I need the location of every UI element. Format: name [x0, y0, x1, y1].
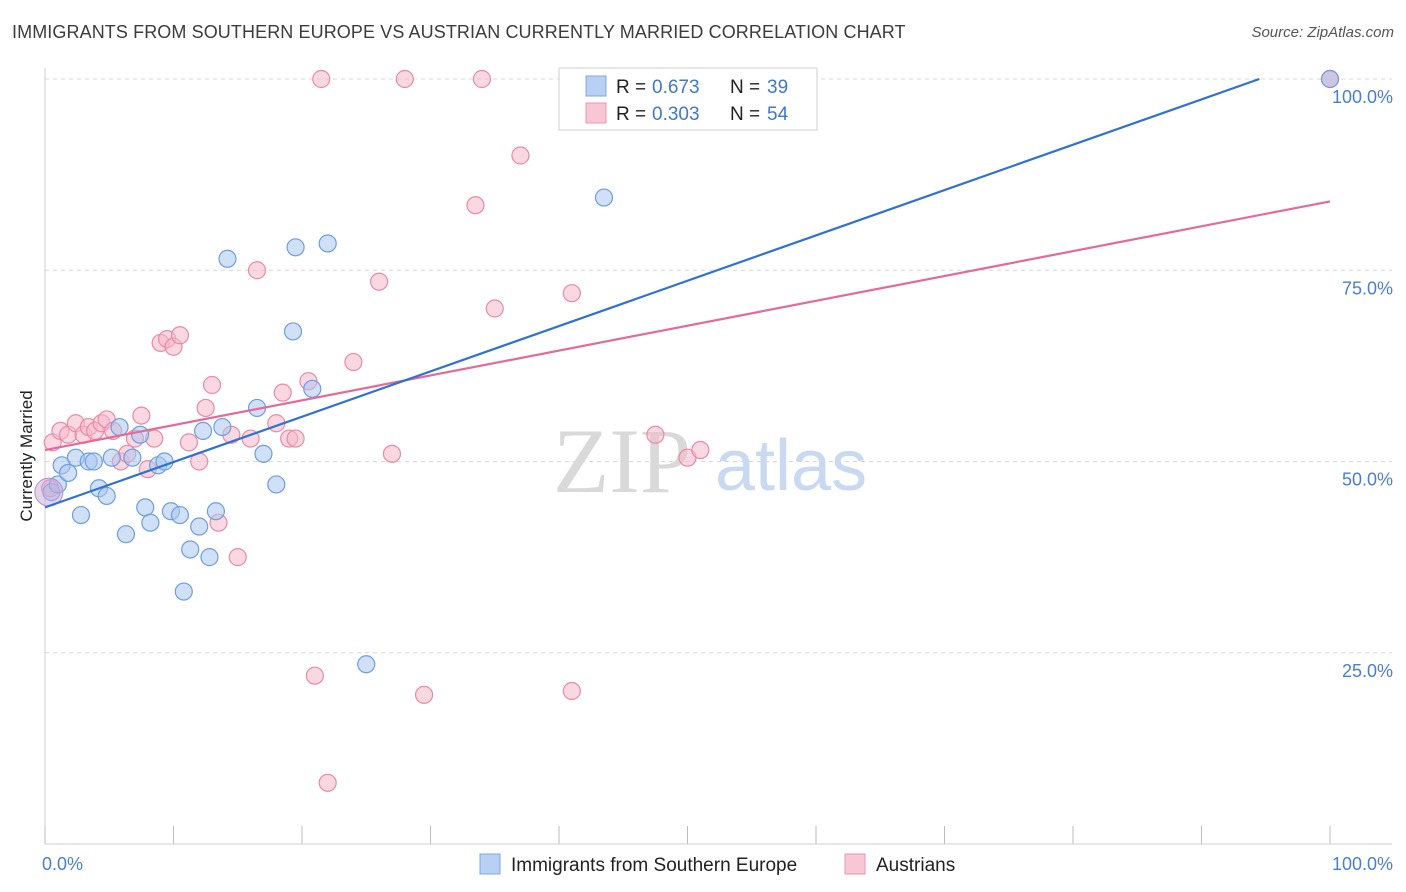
- y-tick-label: 50.0%: [1342, 470, 1393, 490]
- data-point: [141, 513, 160, 532]
- data-point: [357, 655, 376, 674]
- data-point: [193, 421, 213, 440]
- legend-r-value-2: 0.303: [652, 104, 700, 125]
- data-point: [254, 444, 273, 463]
- data-point: [283, 322, 303, 341]
- legend-n-label-1: N =: [730, 77, 760, 98]
- data-point: [102, 448, 121, 467]
- data-point: [202, 375, 222, 395]
- source-label: Source: ZipAtlas.com: [1251, 24, 1394, 41]
- data-point: [71, 505, 91, 525]
- data-point: [382, 444, 402, 463]
- data-point: [174, 582, 193, 601]
- austrians-points: [41, 69, 1340, 792]
- trend-lines: [44, 77, 1331, 509]
- correlation-legend: R = 0.673 N = 39 R = 0.303 N = 54: [558, 67, 818, 131]
- data-point: [312, 69, 331, 89]
- data-point: [594, 188, 614, 207]
- x-tick-label: 0.0%: [42, 854, 83, 874]
- data-point: [84, 452, 103, 471]
- legend-n-value-2: 54: [767, 104, 789, 125]
- data-point: [132, 406, 151, 425]
- data-point: [303, 379, 322, 398]
- data-point: [59, 463, 78, 483]
- data-point: [511, 146, 530, 165]
- data-point: [179, 433, 199, 452]
- data-point: [228, 548, 247, 567]
- y-tick-label: 75.0%: [1342, 278, 1393, 298]
- y-tick-label: 25.0%: [1342, 661, 1393, 681]
- legend-n-value-1: 39: [767, 77, 788, 98]
- trend-line-southern-europe: [44, 77, 1260, 509]
- data-point: [646, 425, 665, 444]
- data-point: [130, 425, 150, 444]
- data-point: [136, 498, 155, 517]
- data-point: [97, 486, 116, 506]
- data-point: [466, 196, 485, 215]
- data-point: [562, 681, 581, 701]
- legend-r-label-1: R =: [616, 77, 646, 98]
- data-point: [286, 238, 305, 257]
- data-point: [170, 326, 190, 345]
- data-point: [485, 299, 504, 318]
- southern-europe-points: [34, 69, 1340, 674]
- data-point: [206, 502, 226, 521]
- data-point: [267, 475, 286, 494]
- data-point: [472, 69, 491, 89]
- bottom-legend-swatch-blue: [479, 853, 501, 875]
- chart-title: IMMIGRANTS FROM SOUTHERN EUROPE VS AUSTR…: [12, 22, 906, 42]
- data-point: [286, 429, 305, 448]
- grid-lines: [45, 78, 1392, 654]
- data-point: [318, 773, 337, 792]
- watermark-atlas: atlas: [715, 426, 867, 506]
- data-point: [305, 666, 324, 685]
- data-point: [691, 440, 710, 460]
- data-point: [196, 398, 215, 418]
- watermark: ZIP atlas: [553, 410, 867, 512]
- data-point: [414, 685, 434, 704]
- data-point: [344, 352, 363, 372]
- data-point: [1320, 69, 1340, 89]
- data-point: [181, 540, 200, 559]
- x-tick-labels: 0.0% 100.0%: [42, 854, 1393, 874]
- legend-r-value-1: 0.673: [652, 77, 700, 98]
- legend-n-label-2: N =: [730, 104, 760, 125]
- data-point: [116, 525, 136, 544]
- data-point: [218, 249, 237, 268]
- legend-r-label-2: R =: [616, 104, 646, 125]
- y-axis-label: Currently Married: [17, 390, 36, 521]
- data-point: [213, 417, 232, 437]
- series-legend: Immigrants from Southern Europe Austrian…: [479, 853, 955, 876]
- data-point: [395, 69, 414, 89]
- data-point: [273, 383, 292, 402]
- legend-swatch-pink: [585, 102, 607, 124]
- data-point: [318, 234, 337, 253]
- axes: [44, 68, 1392, 845]
- bottom-legend-swatch-pink: [844, 853, 866, 875]
- trend-line-austrians: [44, 200, 1331, 452]
- watermark-zip: ZIP: [553, 410, 691, 512]
- data-point: [110, 417, 129, 437]
- bottom-legend-label-1: Immigrants from Southern Europe: [511, 855, 797, 876]
- data-point: [123, 448, 142, 467]
- bottom-legend-label-2: Austrians: [876, 855, 955, 876]
- data-point: [190, 517, 209, 536]
- x-tick-label: 100.0%: [1332, 854, 1393, 874]
- data-point: [370, 272, 389, 291]
- legend-swatch-blue: [585, 75, 607, 97]
- data-point: [247, 261, 267, 280]
- data-point: [200, 548, 219, 567]
- data-point: [562, 284, 581, 303]
- data-point: [170, 505, 190, 525]
- y-tick-labels: 100.0% 75.0% 50.0% 25.0%: [1332, 87, 1393, 681]
- y-tick-label: 100.0%: [1332, 87, 1393, 107]
